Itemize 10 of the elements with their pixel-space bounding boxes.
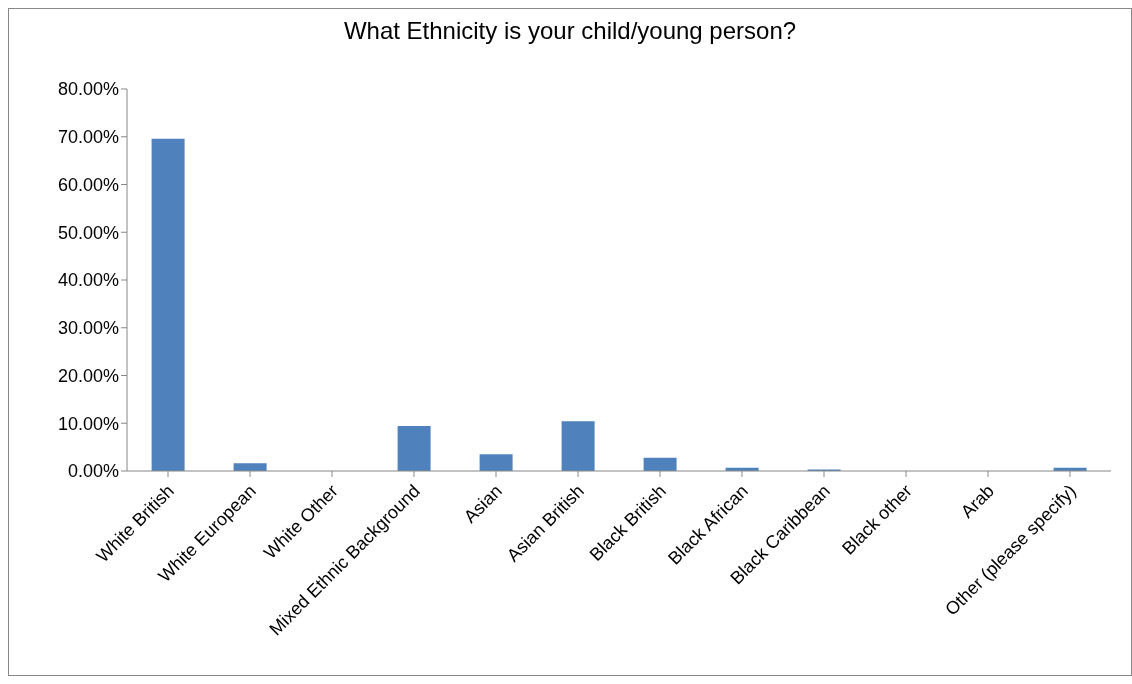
- y-tick-label: 0.00%: [67, 461, 119, 482]
- y-tick-label: 60.00%: [57, 174, 119, 195]
- y-tick-label: 70.00%: [57, 127, 119, 148]
- y-tick-label: 40.00%: [57, 270, 119, 291]
- y-tick-label: 50.00%: [57, 222, 119, 243]
- y-tick-label: 20.00%: [57, 365, 119, 386]
- y-tick-label: 80.00%: [57, 79, 119, 100]
- y-tick-label: 10.00%: [57, 413, 119, 434]
- y-tick-label: 30.00%: [57, 318, 119, 339]
- chart-title: What Ethnicity is your child/young person?: [342, 17, 798, 45]
